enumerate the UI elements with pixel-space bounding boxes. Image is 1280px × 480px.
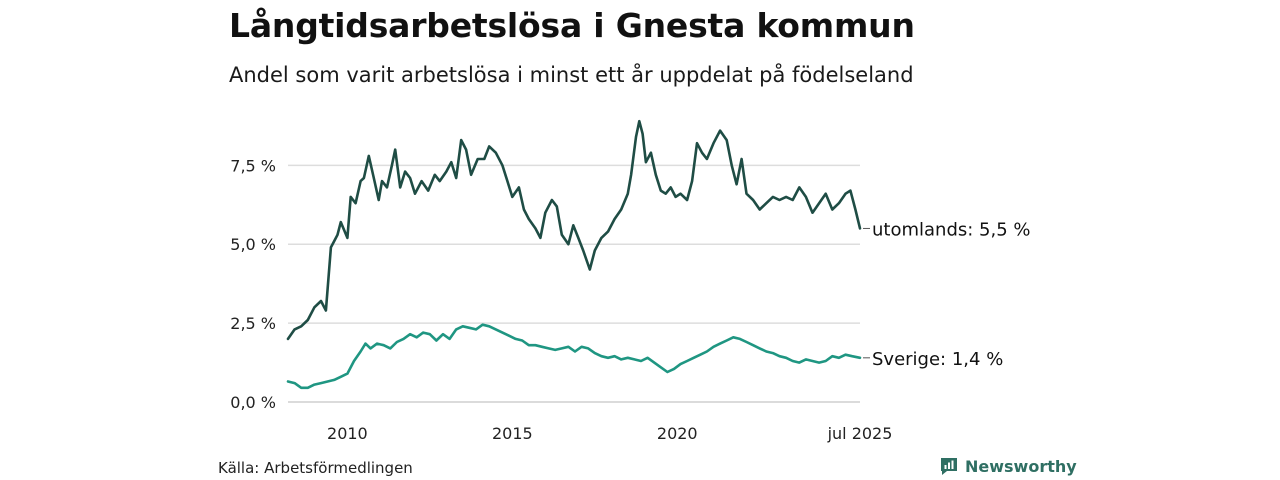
brand-logo-group: Newsworthy bbox=[939, 456, 1077, 476]
y-tick-label: 0,0 % bbox=[230, 393, 276, 412]
series-line-utomlands bbox=[288, 121, 860, 339]
x-tick-label: 2020 bbox=[657, 424, 698, 443]
x-tick-label: 2010 bbox=[327, 424, 368, 443]
series-end-label: utomlands: 5,5 % bbox=[872, 219, 1031, 240]
x-tick-label: jul 2025 bbox=[827, 424, 893, 443]
brand-name: Newsworthy bbox=[965, 457, 1077, 476]
series-end-label: Sverige: 1,4 % bbox=[872, 349, 1003, 370]
line-chart: 0,0 % 2,5 % 5,0 % 7,5 % 2010 2015 2020 jul 202… bbox=[0, 0, 1280, 480]
x-tick-label: 2015 bbox=[492, 424, 533, 443]
series-end-labels: utomlands: 5,5 % Sverige: 1,4 % bbox=[863, 219, 1031, 369]
y-axis-ticks: 0,0 % 2,5 % 5,0 % 7,5 % bbox=[230, 156, 276, 412]
source-note: Källa: Arbetsförmedlingen bbox=[218, 459, 413, 477]
y-tick-label: 7,5 % bbox=[230, 156, 276, 175]
gridlines bbox=[288, 165, 860, 402]
x-axis-ticks: 2010 2015 2020 jul 2025 bbox=[327, 424, 892, 443]
y-tick-label: 5,0 % bbox=[230, 235, 276, 254]
series-lines bbox=[288, 121, 860, 388]
newsworthy-logo-icon bbox=[939, 456, 959, 476]
series-line-sverige bbox=[288, 325, 860, 388]
y-tick-label: 2,5 % bbox=[230, 314, 276, 333]
